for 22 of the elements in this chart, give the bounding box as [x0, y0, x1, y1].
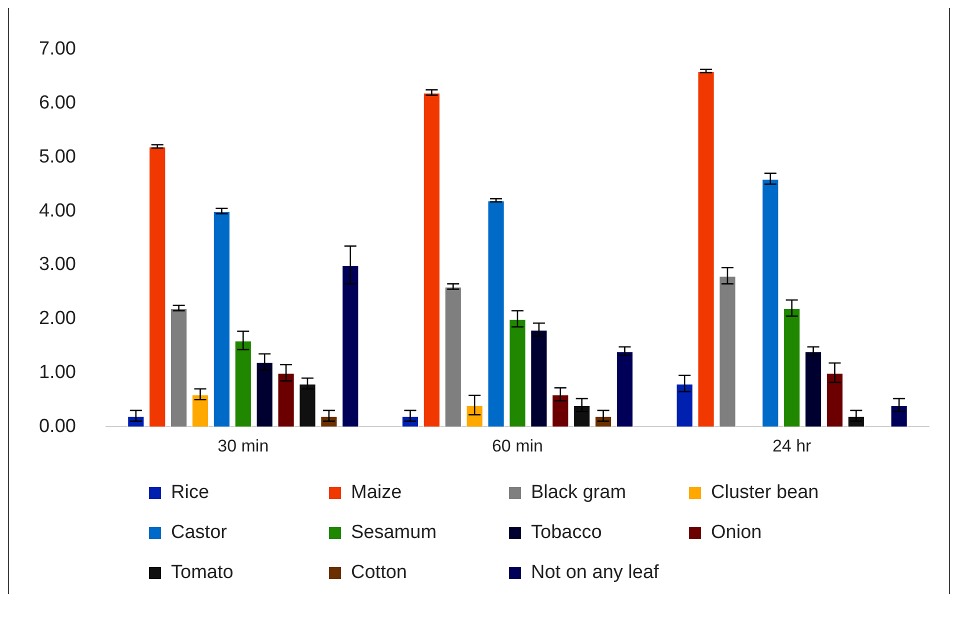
legend-label: Cluster bean	[711, 482, 819, 504]
y-tick-label: 2.00	[38, 308, 76, 330]
legend-label: Castor	[171, 522, 227, 544]
y-tick-label: 5.00	[38, 146, 76, 168]
legend-label: Not on any leaf	[531, 562, 659, 584]
legend-label: Tomato	[171, 562, 234, 584]
legend-label: Rice	[171, 482, 210, 504]
legend-label: Cotton	[351, 562, 407, 584]
legend-label: Black gram	[531, 482, 626, 504]
legend-label: Sesamum	[351, 522, 437, 544]
x-tick-label: 30 min	[218, 436, 269, 456]
x-tick-label: 60 min	[492, 436, 544, 456]
y-tick-label: 4.00	[38, 200, 76, 222]
y-tick-label: 3.00	[38, 254, 76, 276]
y-tick-label: 6.00	[38, 92, 76, 114]
legend-label: Tobacco	[531, 522, 602, 544]
legend-label: Onion	[711, 522, 762, 544]
x-tick-label: 24 hr	[772, 436, 812, 456]
y-tick-label: 7.00	[38, 38, 76, 60]
legend-label: Maize	[351, 482, 402, 504]
y-tick-label: 1.00	[38, 362, 76, 383]
y-tick-label: 0.00	[38, 416, 76, 437]
